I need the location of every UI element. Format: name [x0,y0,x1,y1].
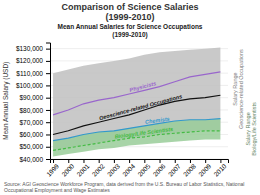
y-tick-label: $50,000 [20,143,44,150]
y-tick-mark [46,159,50,160]
y-tick-label: $40,000 [20,156,44,163]
x-tick: 2002 [91,159,106,178]
x-tick-label: 2001 [75,162,90,177]
source-note: Source: AGI Geoscience Workforce Program… [4,181,244,193]
x-tick: 2003 [106,159,121,178]
y-tick-label: $120,000 [16,57,43,64]
series-line [53,95,220,134]
x-tick-label: 2004 [121,162,136,177]
y-tick-label: $130,000 [16,45,43,52]
x-tick-label: 2010 [212,162,227,177]
y-tick-label: $90,000 [20,94,44,101]
series-line [53,119,220,141]
x-tick: 2001 [75,159,90,178]
x-tick-label: 2003 [106,162,121,177]
y-tick: $50,000 [20,143,51,150]
band-label: Salary Range [232,72,238,105]
y-tick: $120,000 [16,57,50,64]
series-label: Geoscience-related Occupations [98,93,182,121]
x-tick-label: 2006 [151,162,166,177]
y-tick-mark [46,147,50,148]
x-tick: 2005 [136,159,151,178]
y-tick-mark [46,61,50,62]
x-tick-label: 2000 [60,162,75,177]
y-tick: $110,000 [16,70,50,77]
x-tick: 2008 [182,159,197,178]
y-tick: $80,000 [20,107,51,114]
x-tick-label: 2002 [91,162,106,177]
y-tick-label: $60,000 [20,131,44,138]
x-tick: 2000 [60,159,75,178]
y-tick-mark [46,85,50,86]
x-tick: 2010 [212,159,227,178]
x-axis: 1999200020012002200320042005200620072008… [45,159,229,178]
series-label: Biology/Life Scientists [114,126,173,140]
subtitle: (1999-2010) [112,31,147,39]
y-axis-line [46,43,51,160]
y-tick: $70,000 [20,119,51,126]
y-tick-mark [46,122,50,123]
series-label: Chemists [145,116,170,125]
x-tick-label: 2008 [182,162,197,177]
y-tick: $40,000 [20,156,51,163]
title: (1999-2010) [105,12,154,22]
y-tick: $100,000 [16,82,50,89]
x-tick: 2004 [121,159,136,178]
y-tick-label: $80,000 [20,107,44,114]
title: Comparison of Science Salaries [61,2,198,12]
y-tick: $130,000 [16,45,50,52]
y-tick: $90,000 [20,94,51,101]
x-tick-label: 2007 [167,162,182,177]
y-axis: $40,000 $50,000 $60,000 $70,000 $80,000 $90,0… [16,43,51,163]
x-tick: 2007 [167,159,182,178]
x-tick: 2009 [197,159,212,178]
band-label: Geoscience-related Occupations [238,49,244,129]
x-axis-line [51,160,229,164]
x-tick-label: 2005 [136,162,151,177]
x-tick: 1999 [45,159,60,178]
y-axis-title: Mean Annual Salary (USD) [2,62,10,140]
chart: Comparison of Science Salaries(1999-2010… [0,0,260,195]
range-band [53,119,220,157]
y-tick-label: $100,000 [16,82,43,89]
plot-area [53,47,220,156]
x-tick-label: 2009 [197,162,212,177]
y-tick-mark [46,49,50,50]
y-tick-label: $70,000 [20,119,44,126]
source-note-line: Occupational Employment and Wage Estimat… [4,187,110,193]
y-tick-mark [46,110,50,111]
y-tick: $60,000 [20,131,51,138]
y-tick-mark [46,134,50,135]
x-tick-label: 1999 [45,162,60,177]
band-label: Salary Range [245,112,251,145]
band-label: Biology/Life Scientists [251,102,257,156]
y-tick-mark [46,73,50,74]
series-label: Physicists [129,80,157,93]
y-tick-mark [46,98,50,99]
x-tick: 2006 [151,159,166,178]
y-tick-label: $110,000 [16,70,43,77]
